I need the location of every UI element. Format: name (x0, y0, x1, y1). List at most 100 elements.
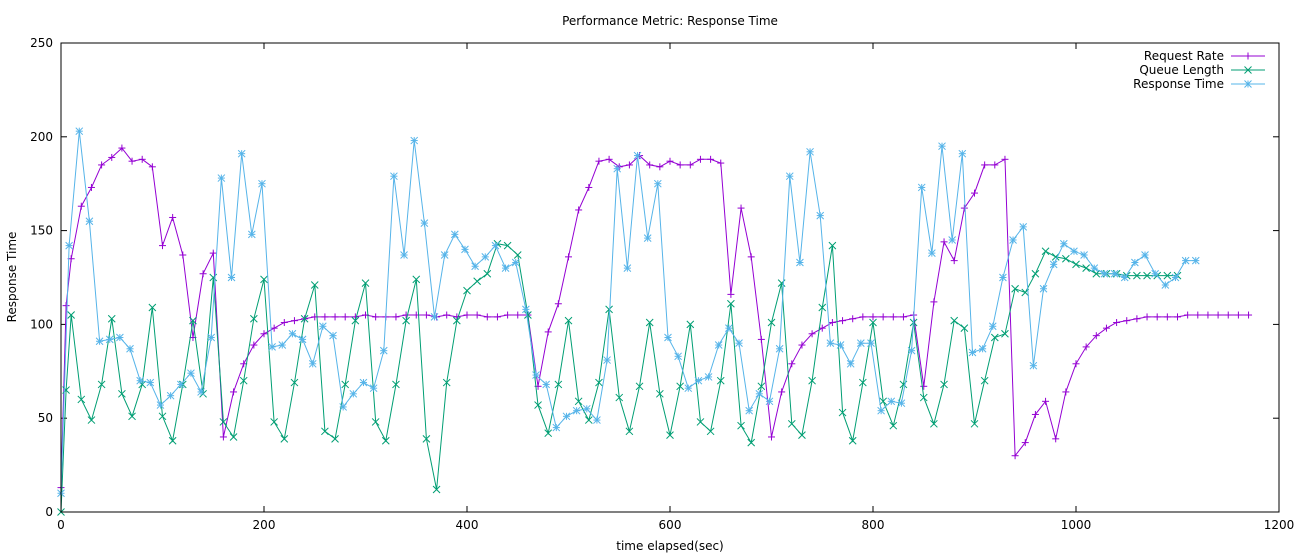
data-point-response-time (735, 339, 743, 348)
data-point-queue-length (747, 438, 756, 447)
data-point-response-time (907, 346, 916, 355)
data-point-response-time (704, 373, 713, 381)
data-point-queue-length (645, 318, 654, 327)
data-point-queue-length (584, 416, 593, 424)
y-tick-label: 150 (30, 224, 53, 238)
data-point-response-time (247, 230, 256, 239)
data-point-response-time (1049, 260, 1058, 269)
data-point-queue-length (168, 436, 177, 445)
y-tick-label: 50 (38, 411, 53, 425)
data-point-request-rate (493, 313, 501, 321)
y-tick-label: 0 (45, 505, 53, 519)
data-point-response-time (978, 344, 987, 353)
data-point-queue-length (737, 421, 745, 430)
data-point-request-rate (402, 311, 410, 319)
data-point-response-time (95, 337, 104, 346)
data-point-queue-length (189, 316, 197, 325)
data-point-queue-length (280, 434, 289, 443)
data-point-response-time (400, 251, 408, 259)
data-point-queue-length (107, 314, 116, 323)
data-point-response-time (1080, 251, 1088, 259)
legend-item-queue-length: Queue Length (1139, 63, 1265, 77)
data-point-queue-length (290, 378, 299, 387)
data-point-request-rate (199, 270, 207, 278)
data-point-response-time (928, 249, 936, 257)
series-queue-length (57, 239, 1182, 516)
data-point-response-time (349, 389, 358, 398)
data-point-response-time (501, 264, 510, 272)
data-point-response-time (846, 359, 855, 368)
data-point-queue-length (716, 376, 725, 385)
data-point-queue-length (818, 303, 827, 312)
data-point-request-rate (98, 161, 106, 169)
data-point-response-time (227, 273, 236, 282)
data-point-response-time (237, 149, 246, 158)
data-point-response-time (582, 404, 591, 413)
y-tick-label: 100 (30, 317, 53, 331)
data-point-queue-length (442, 378, 451, 387)
data-point-queue-length (128, 412, 136, 421)
legend-item-response-time: Response Time (1133, 77, 1265, 91)
data-point-request-rate (230, 388, 238, 396)
data-point-queue-length (798, 431, 806, 439)
data-point-request-rate (798, 341, 806, 349)
data-point-response-time (298, 335, 307, 344)
data-point-queue-length (808, 376, 816, 385)
data-point-request-rate (808, 330, 816, 338)
data-point-request-rate (727, 290, 735, 298)
data-point-request-rate (899, 313, 907, 321)
data-point-request-rate (1072, 360, 1080, 368)
data-point-response-time (1191, 256, 1200, 265)
data-point-response-time (339, 403, 348, 411)
data-point-request-rate (930, 298, 938, 306)
data-point-request-rate (696, 155, 704, 163)
data-point-request-rate (148, 163, 156, 171)
data-point-queue-length (889, 421, 898, 430)
data-point-request-rate (981, 161, 989, 169)
data-point-response-time (938, 142, 946, 151)
data-point-request-rate (839, 317, 847, 325)
data-point-response-time (430, 313, 439, 321)
data-point-request-rate (1224, 311, 1232, 319)
data-point-request-rate (1011, 452, 1019, 460)
data-point-request-rate (656, 163, 664, 171)
data-point-request-rate (1234, 311, 1242, 319)
data-point-response-time (1120, 273, 1129, 282)
data-point-request-rate (504, 311, 512, 319)
data-point-queue-length (1061, 254, 1070, 263)
data-point-request-rate (625, 161, 633, 169)
data-point-request-rate (737, 204, 745, 212)
data-point-response-time (75, 127, 84, 136)
data-point-queue-length (260, 275, 268, 284)
data-point-request-rate (778, 388, 786, 396)
data-point-request-rate (1021, 439, 1029, 447)
data-point-queue-length (858, 378, 867, 387)
data-point-request-rate (646, 161, 654, 169)
data-point-response-time (552, 423, 561, 432)
data-point-response-time (968, 348, 977, 357)
data-point-request-rate (768, 433, 775, 441)
data-point-response-time (187, 369, 195, 378)
data-point-response-time (308, 359, 317, 368)
data-point-request-rate (372, 313, 380, 321)
data-point-request-rate (1163, 313, 1171, 321)
data-point-request-rate (1092, 332, 1100, 340)
data-point-queue-length (62, 386, 70, 394)
data-point-queue-length (392, 380, 400, 389)
data-point-response-time (481, 253, 490, 261)
data-point-request-rate (341, 313, 349, 321)
y-tick-label: 250 (30, 36, 53, 50)
data-point-request-rate (62, 302, 70, 310)
legend-swatch-marker (1244, 80, 1252, 88)
data-point-request-rate (1184, 311, 1192, 319)
data-point-response-time (1171, 273, 1180, 282)
y-axis-label: Response Time (5, 232, 19, 323)
data-point-response-time (278, 341, 287, 349)
data-point-request-rate (595, 157, 603, 165)
chart-title: Performance Metric: Response Time (562, 14, 778, 28)
data-point-request-rate (1153, 313, 1161, 321)
data-point-response-time (593, 416, 601, 424)
axis-ticks: 0 200 400 600 800 1000 1200 0 50 100 150 200 250 (30, 36, 1294, 532)
data-point-response-time (664, 333, 672, 342)
